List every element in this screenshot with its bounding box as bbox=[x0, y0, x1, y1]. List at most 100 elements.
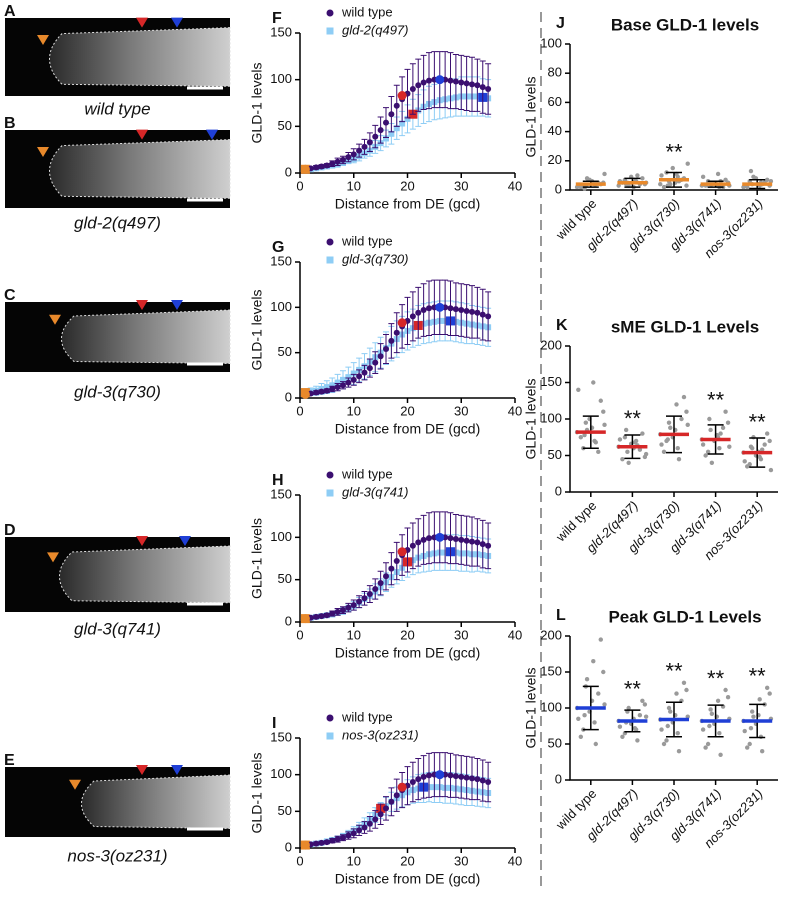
data-point bbox=[393, 792, 400, 799]
arrowhead bbox=[47, 552, 59, 563]
data-point bbox=[578, 435, 584, 440]
y-tick-label: 60 bbox=[548, 94, 562, 109]
data-point bbox=[329, 610, 336, 617]
data-point bbox=[356, 373, 363, 380]
data-point bbox=[318, 163, 325, 170]
y-tick-label: 150 bbox=[540, 663, 562, 678]
data-point bbox=[452, 773, 459, 780]
data-point bbox=[640, 176, 645, 181]
arrowhead bbox=[206, 129, 218, 140]
data-point bbox=[764, 685, 770, 691]
data-point bbox=[665, 723, 670, 729]
axis-line bbox=[299, 33, 515, 174]
data-point bbox=[377, 353, 384, 360]
data-point bbox=[323, 384, 330, 391]
data-point bbox=[623, 427, 629, 433]
data-point bbox=[479, 84, 486, 91]
y-tick-label: 80 bbox=[548, 65, 562, 80]
legend-label: gld-3(q730) bbox=[342, 251, 409, 266]
arrowhead bbox=[136, 536, 148, 546]
data-point bbox=[485, 542, 492, 549]
data-point bbox=[715, 698, 721, 703]
data-point bbox=[313, 840, 320, 847]
data-point bbox=[666, 420, 672, 425]
data-point bbox=[759, 749, 765, 754]
legend-marker bbox=[326, 238, 334, 246]
data-point bbox=[393, 102, 400, 109]
y-tick-label: 150 bbox=[270, 486, 292, 501]
data-point bbox=[397, 782, 407, 792]
data-point bbox=[635, 738, 640, 743]
data-point bbox=[323, 612, 330, 619]
gonad bbox=[61, 309, 231, 365]
image-label: nos-3(oz231) bbox=[67, 846, 167, 865]
data-point bbox=[318, 388, 325, 395]
data-point bbox=[576, 387, 581, 392]
x-tick-label: 40 bbox=[508, 853, 522, 868]
data-point bbox=[666, 705, 672, 711]
data-point bbox=[681, 394, 687, 400]
data-point bbox=[474, 776, 481, 783]
data-point bbox=[313, 389, 320, 396]
data-point bbox=[582, 713, 587, 718]
image-label: gld-3(q741) bbox=[74, 619, 161, 638]
data-point bbox=[700, 174, 706, 180]
axis-line bbox=[569, 44, 778, 191]
data-point bbox=[707, 723, 712, 729]
data-point bbox=[742, 728, 747, 734]
x-tick-label: 0 bbox=[296, 627, 303, 642]
y-tick-label: 50 bbox=[548, 735, 562, 750]
data-point bbox=[674, 402, 679, 407]
y-tick-label: 150 bbox=[270, 24, 292, 39]
y-axis-label: GLD-1 levels bbox=[249, 753, 265, 834]
legend-label: wild type bbox=[341, 709, 393, 724]
data-point bbox=[665, 437, 670, 442]
y-tick-label: 0 bbox=[555, 181, 562, 196]
data-point bbox=[708, 707, 713, 712]
data-point bbox=[751, 174, 756, 180]
data-point bbox=[458, 773, 465, 780]
data-point bbox=[409, 779, 416, 785]
y-tick-label: 100 bbox=[270, 529, 292, 544]
x-tick-label: 0 bbox=[296, 178, 303, 193]
y-tick-label: 40 bbox=[548, 123, 562, 138]
data-point bbox=[383, 135, 389, 142]
x-tick-label: 30 bbox=[454, 403, 468, 418]
data-point bbox=[684, 409, 689, 414]
arrowhead bbox=[171, 765, 183, 775]
x-tick-label: 20 bbox=[400, 627, 414, 642]
arrowhead bbox=[136, 129, 148, 140]
data-point bbox=[300, 614, 310, 624]
panel-letter: D bbox=[4, 522, 16, 539]
chart-title: Peak GLD-1 Levels bbox=[608, 607, 761, 626]
data-point bbox=[748, 444, 754, 449]
data-point bbox=[350, 830, 357, 837]
x-tick-label: 20 bbox=[400, 178, 414, 193]
data-point bbox=[637, 447, 643, 452]
x-tick-label: 40 bbox=[508, 178, 522, 193]
data-point bbox=[742, 459, 747, 464]
data-point bbox=[723, 177, 728, 182]
data-point bbox=[767, 691, 772, 696]
y-tick-label: 0 bbox=[285, 613, 292, 628]
data-point bbox=[350, 370, 357, 377]
data-point bbox=[397, 318, 407, 328]
data-point bbox=[393, 329, 400, 336]
data-point bbox=[658, 181, 663, 187]
data-point bbox=[329, 837, 336, 844]
data-point bbox=[435, 302, 445, 312]
data-point bbox=[676, 456, 682, 462]
data-point bbox=[757, 454, 762, 460]
data-point bbox=[684, 687, 689, 693]
data-point bbox=[452, 78, 459, 85]
arrowhead bbox=[37, 146, 49, 157]
data-point bbox=[463, 80, 470, 87]
panel-letter: C bbox=[4, 287, 16, 304]
data-point bbox=[583, 420, 589, 425]
data-point bbox=[602, 171, 607, 177]
data-point bbox=[383, 573, 389, 580]
data-point bbox=[469, 538, 475, 545]
data-point bbox=[617, 724, 623, 729]
data-point bbox=[345, 154, 352, 161]
data-point bbox=[397, 547, 407, 557]
